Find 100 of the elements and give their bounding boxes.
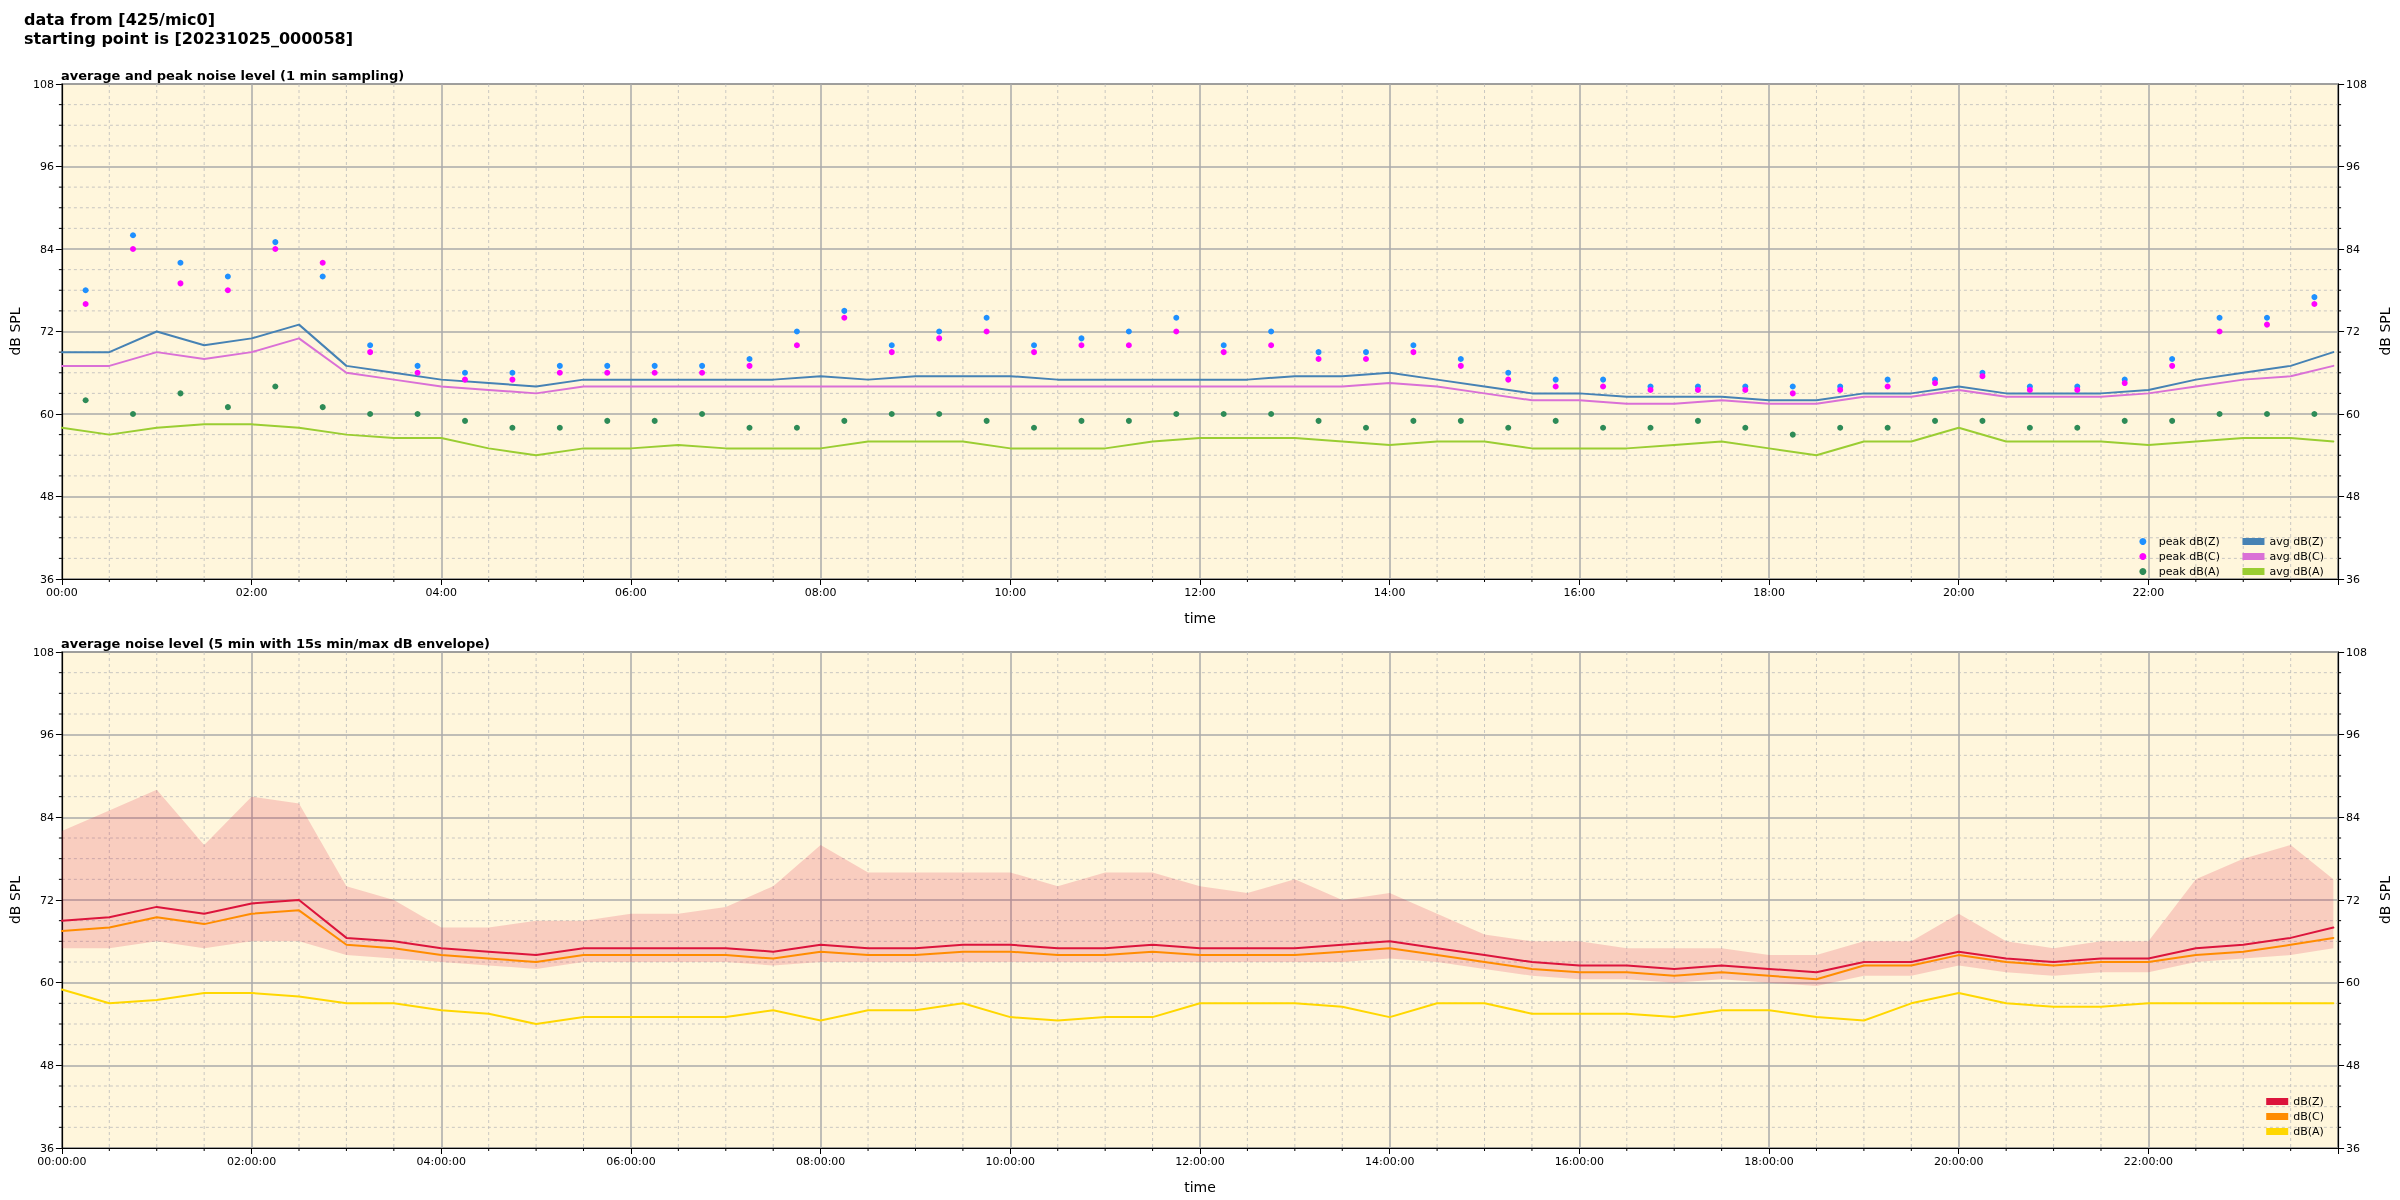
- point: [1125, 417, 1132, 424]
- point: [1600, 376, 1607, 383]
- line-series: [60, 909, 2335, 981]
- point: [2216, 314, 2223, 321]
- point: [699, 411, 706, 417]
- point: [461, 369, 468, 376]
- point: [841, 417, 848, 424]
- point: [1837, 424, 1844, 431]
- point: [1552, 417, 1559, 424]
- x-tick-label: 16:00:00: [1554, 1155, 1605, 1168]
- point: [1789, 383, 1796, 390]
- point: [888, 349, 895, 356]
- point: [1031, 349, 1038, 356]
- point: [556, 424, 563, 431]
- point: [272, 246, 279, 252]
- point: [1742, 424, 1749, 431]
- point: [793, 328, 800, 335]
- point: [841, 314, 848, 321]
- x-tick-label: 00:00: [46, 586, 78, 599]
- point: [556, 362, 563, 369]
- y2-axis-title: dB SPL: [2377, 875, 2393, 925]
- point: [2169, 417, 2176, 424]
- point: [2169, 356, 2176, 362]
- point: [177, 280, 184, 287]
- legend-label: avg dB(Z): [2269, 535, 2324, 548]
- point: [651, 417, 658, 424]
- y2-tick-label: 84: [2346, 242, 2361, 256]
- point: [1932, 380, 1939, 387]
- point: [983, 328, 990, 335]
- point: [224, 273, 231, 280]
- point: [414, 411, 421, 417]
- y2-tick-label: 108: [2346, 77, 2368, 91]
- point: [888, 342, 895, 349]
- point: [1979, 373, 1986, 380]
- y2-tick-label: 96: [2346, 728, 2361, 742]
- x-tick-label: 02:00:00: [226, 1155, 277, 1168]
- x-tick-label: 16:00: [1563, 586, 1596, 599]
- point: [1315, 356, 1322, 362]
- point: [1552, 376, 1559, 383]
- point: [1268, 342, 1275, 349]
- point: [272, 239, 279, 246]
- x-tick-label: 04:00: [425, 586, 458, 599]
- y2-tick-label: 48: [2346, 1058, 2361, 1072]
- legend-label: dB(A): [2293, 1125, 2324, 1138]
- y-tick-label: 48: [39, 1058, 54, 1072]
- y-tick-label: 108: [32, 77, 54, 91]
- point: [936, 328, 943, 335]
- legend-label: avg dB(A): [2269, 565, 2324, 578]
- point: [1362, 349, 1369, 356]
- point: [604, 369, 611, 376]
- x-tick-label: 00:00:00: [37, 1155, 87, 1168]
- x-tick-label: 18:00:00: [1744, 1155, 1794, 1168]
- point: [2263, 411, 2270, 417]
- point: [651, 369, 658, 376]
- point: [130, 246, 137, 252]
- x-tick-label: 10:00:00: [985, 1155, 1036, 1168]
- x-tick-label: 18:00: [1753, 586, 1785, 599]
- point: [1789, 390, 1796, 397]
- point: [414, 369, 421, 376]
- point: [1647, 424, 1654, 431]
- point: [1979, 417, 1986, 424]
- point: [367, 342, 374, 349]
- point: [1932, 417, 1939, 424]
- y-axis-title: dB SPL: [7, 307, 23, 356]
- point: [224, 404, 231, 411]
- x-tick-label: 20:00:00: [1934, 1155, 1984, 1168]
- point: [367, 349, 374, 356]
- point: [177, 390, 184, 397]
- point: [130, 232, 137, 239]
- x-tick-label: 12:00:00: [1175, 1155, 1225, 1168]
- y2-tick-label: 84: [2346, 810, 2361, 824]
- point: [177, 259, 184, 266]
- point: [414, 362, 421, 369]
- point: [1031, 424, 1038, 431]
- y-tick-label: 36: [39, 1141, 54, 1155]
- point: [1884, 424, 1891, 431]
- y2-tick-label: 60: [2346, 976, 2361, 990]
- point: [461, 376, 468, 383]
- point: [746, 362, 753, 369]
- y-tick-label: 108: [32, 645, 54, 659]
- y-tick-label: 96: [39, 160, 54, 173]
- point: [1600, 383, 1607, 390]
- y2-tick-label: 96: [2346, 160, 2361, 173]
- point: [1268, 411, 1275, 417]
- point: [1173, 411, 1180, 417]
- point: [2216, 411, 2223, 417]
- point: [319, 404, 326, 411]
- legend-label: dB(C): [2293, 1110, 2324, 1123]
- point: [746, 356, 753, 362]
- point: [2263, 314, 2270, 321]
- y-tick-label: 36: [39, 572, 54, 586]
- point: [2311, 301, 2318, 307]
- x-tick-label: 04:00:00: [416, 1155, 466, 1168]
- legend-label: peak dB(A): [2158, 565, 2220, 578]
- point: [793, 424, 800, 431]
- point: [1457, 417, 1464, 424]
- y2-tick-label: 36: [2346, 572, 2361, 586]
- point: [556, 369, 563, 376]
- point: [604, 417, 611, 424]
- y-tick-label: 60: [39, 407, 54, 421]
